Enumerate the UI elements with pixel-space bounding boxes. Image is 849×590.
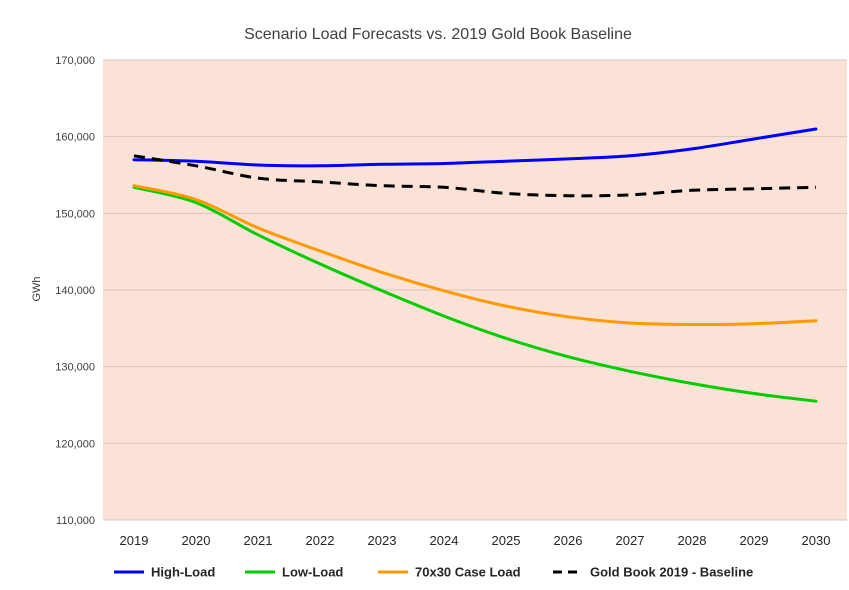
x-tick-label: 2021 [244, 533, 273, 548]
series-line-70x30-case-load [132, 184, 818, 327]
y-tick-label: 160,000 [55, 132, 95, 144]
y-tick-label: 150,000 [55, 208, 95, 220]
y-tick-label: 120,000 [55, 438, 95, 450]
x-tick-label: 2022 [306, 533, 335, 548]
series-line-high-load [132, 127, 818, 168]
x-tick-label: 2030 [802, 533, 831, 548]
x-axis-ticks: 2019 2020 2021 2022 2023 2024 2025 2026 2027 2028… [120, 533, 831, 548]
x-tick-label: 2027 [616, 533, 645, 548]
legend-item-gold-book-2019-baseline: Gold Book 2019 - Baseline [553, 565, 753, 580]
legend-label: Low-Load [282, 565, 343, 580]
legend-item-low-load: Low-Load [245, 565, 343, 580]
y-tick-label: 170,000 [55, 55, 95, 67]
series-line-low-load [132, 185, 818, 403]
legend-item-high-load: High-Load [114, 565, 215, 580]
x-tick-label: 2029 [740, 533, 769, 548]
chart-title: Scenario Load Forecasts vs. 2019 Gold Bo… [244, 26, 632, 43]
legend-label: High-Load [151, 565, 215, 580]
y-tick-label: 130,000 [55, 362, 95, 374]
legend: High-Load Low-Load 70x30 Case Load Gold Boo… [114, 565, 753, 580]
x-tick-label: 2026 [554, 533, 583, 548]
y-axis-ticks: 110,000 120,000 130,000 140,000 150,000 160,0… [55, 55, 95, 527]
x-tick-label: 2023 [368, 533, 397, 548]
x-tick-label: 2025 [492, 533, 521, 548]
y-tick-label: 110,000 [56, 515, 95, 527]
legend-item-70x30-case-load: 70x30 Case Load [378, 565, 521, 580]
x-tick-label: 2020 [182, 533, 211, 548]
x-tick-label: 2019 [120, 533, 149, 548]
legend-label: 70x30 Case Load [415, 565, 521, 580]
y-tick-label: 140,000 [55, 285, 95, 297]
x-tick-label: 2024 [430, 533, 459, 548]
x-tick-label: 2028 [678, 533, 707, 548]
legend-label: Gold Book 2019 - Baseline [590, 565, 753, 580]
series-lines [132, 127, 818, 403]
series-line-gold-book-2019-baseline [133, 154, 817, 198]
y-axis-label: GWh [31, 276, 43, 301]
